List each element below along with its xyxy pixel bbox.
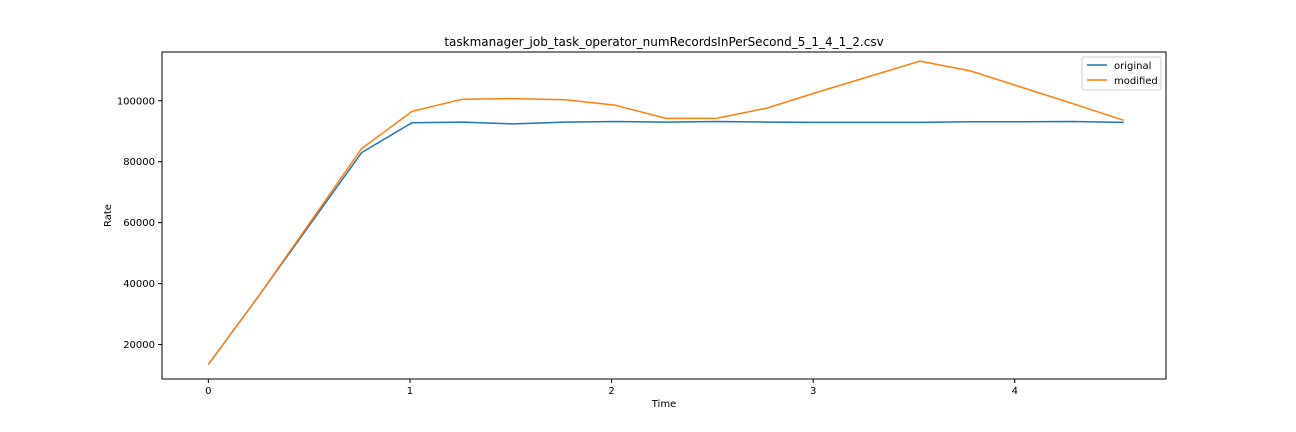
x-tick-label: 1 xyxy=(407,386,413,397)
y-axis-ticks: 20000 40000 60000 80000 100000 xyxy=(117,96,162,351)
x-tick-label: 3 xyxy=(810,386,816,397)
legend: original modified xyxy=(1081,56,1162,91)
y-axis-title: Rate xyxy=(103,204,114,227)
y-tick-label: 20000 xyxy=(123,340,155,351)
x-tick-label: 0 xyxy=(205,386,211,397)
legend-label-original: original xyxy=(1114,61,1151,72)
plot-frame xyxy=(161,51,1167,380)
y-tick-label: 40000 xyxy=(123,279,155,290)
y-tick-label: 60000 xyxy=(123,218,155,229)
x-axis-ticks: 0 1 2 3 4 xyxy=(205,379,1018,397)
x-tick-label: 2 xyxy=(608,386,614,397)
x-axis-title: Time xyxy=(651,399,676,410)
plot-lines xyxy=(207,60,1124,365)
series-line-original xyxy=(207,120,1124,365)
y-tick-label: 100000 xyxy=(117,96,155,107)
chart-title: taskmanager_job_task_operator_numRecords… xyxy=(444,35,883,49)
y-tick-label: 80000 xyxy=(123,157,155,168)
legend-label-modified: modified xyxy=(1114,76,1158,87)
series-line-modified xyxy=(207,60,1124,365)
x-tick-label: 4 xyxy=(1012,386,1018,397)
